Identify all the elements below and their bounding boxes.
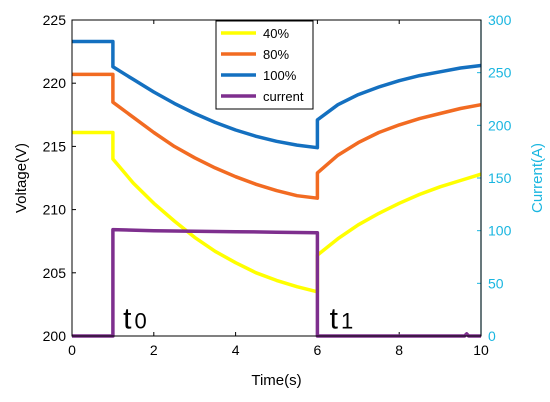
x-tick-label: 10 — [473, 342, 489, 358]
right-tick-label: 200 — [488, 117, 512, 133]
annotation-subscript: 1 — [341, 308, 353, 333]
left-tick-label: 220 — [43, 75, 67, 91]
x-axis-label: Time(s) — [251, 372, 301, 389]
series-layer — [72, 39, 482, 338]
right-tick-label: 150 — [488, 170, 512, 186]
plot-frame — [71, 19, 482, 337]
series-line-100pct — [72, 39, 482, 150]
left-axis-label: Voltage(V) — [13, 143, 30, 213]
x-tick-label: 0 — [68, 342, 76, 358]
right-tick-label: 100 — [488, 223, 512, 239]
legend-label: 100% — [263, 68, 297, 83]
left-tick-label: 200 — [43, 328, 67, 344]
right-tick-label: 0 — [488, 328, 496, 344]
left-tick-label: 225 — [43, 12, 67, 28]
series-line-80pct — [72, 72, 482, 200]
x-tick-label: 8 — [395, 342, 403, 358]
x-tick-label: 4 — [232, 342, 240, 358]
right-axis-label: Current(A) — [529, 143, 546, 213]
annotation-subscript: 0 — [134, 308, 146, 333]
right-tick-label: 250 — [488, 65, 512, 81]
left-tick-label: 215 — [43, 138, 67, 154]
left-tick-label: 210 — [43, 202, 67, 218]
legend-label: 80% — [263, 47, 289, 62]
series-line-40pct — [72, 130, 482, 294]
right-tick-label: 300 — [488, 12, 512, 28]
x-tick-label: 2 — [150, 342, 158, 358]
right-tick-label: 50 — [488, 275, 504, 291]
legend-label: 40% — [263, 26, 289, 41]
annotation-base: t — [123, 302, 132, 335]
annotation-base: t — [330, 302, 339, 335]
left-axis-ticks: 200 205 210 215 220 225 — [43, 12, 76, 344]
right-axis-ticks: 0 50 100 150 200 250 300 — [477, 12, 512, 344]
series-line-current — [72, 227, 481, 338]
legend-label: current — [263, 89, 304, 104]
legend: 40% 80% 100% current — [215, 20, 314, 110]
x-tick-label: 6 — [314, 342, 322, 358]
left-tick-label: 205 — [43, 265, 67, 281]
